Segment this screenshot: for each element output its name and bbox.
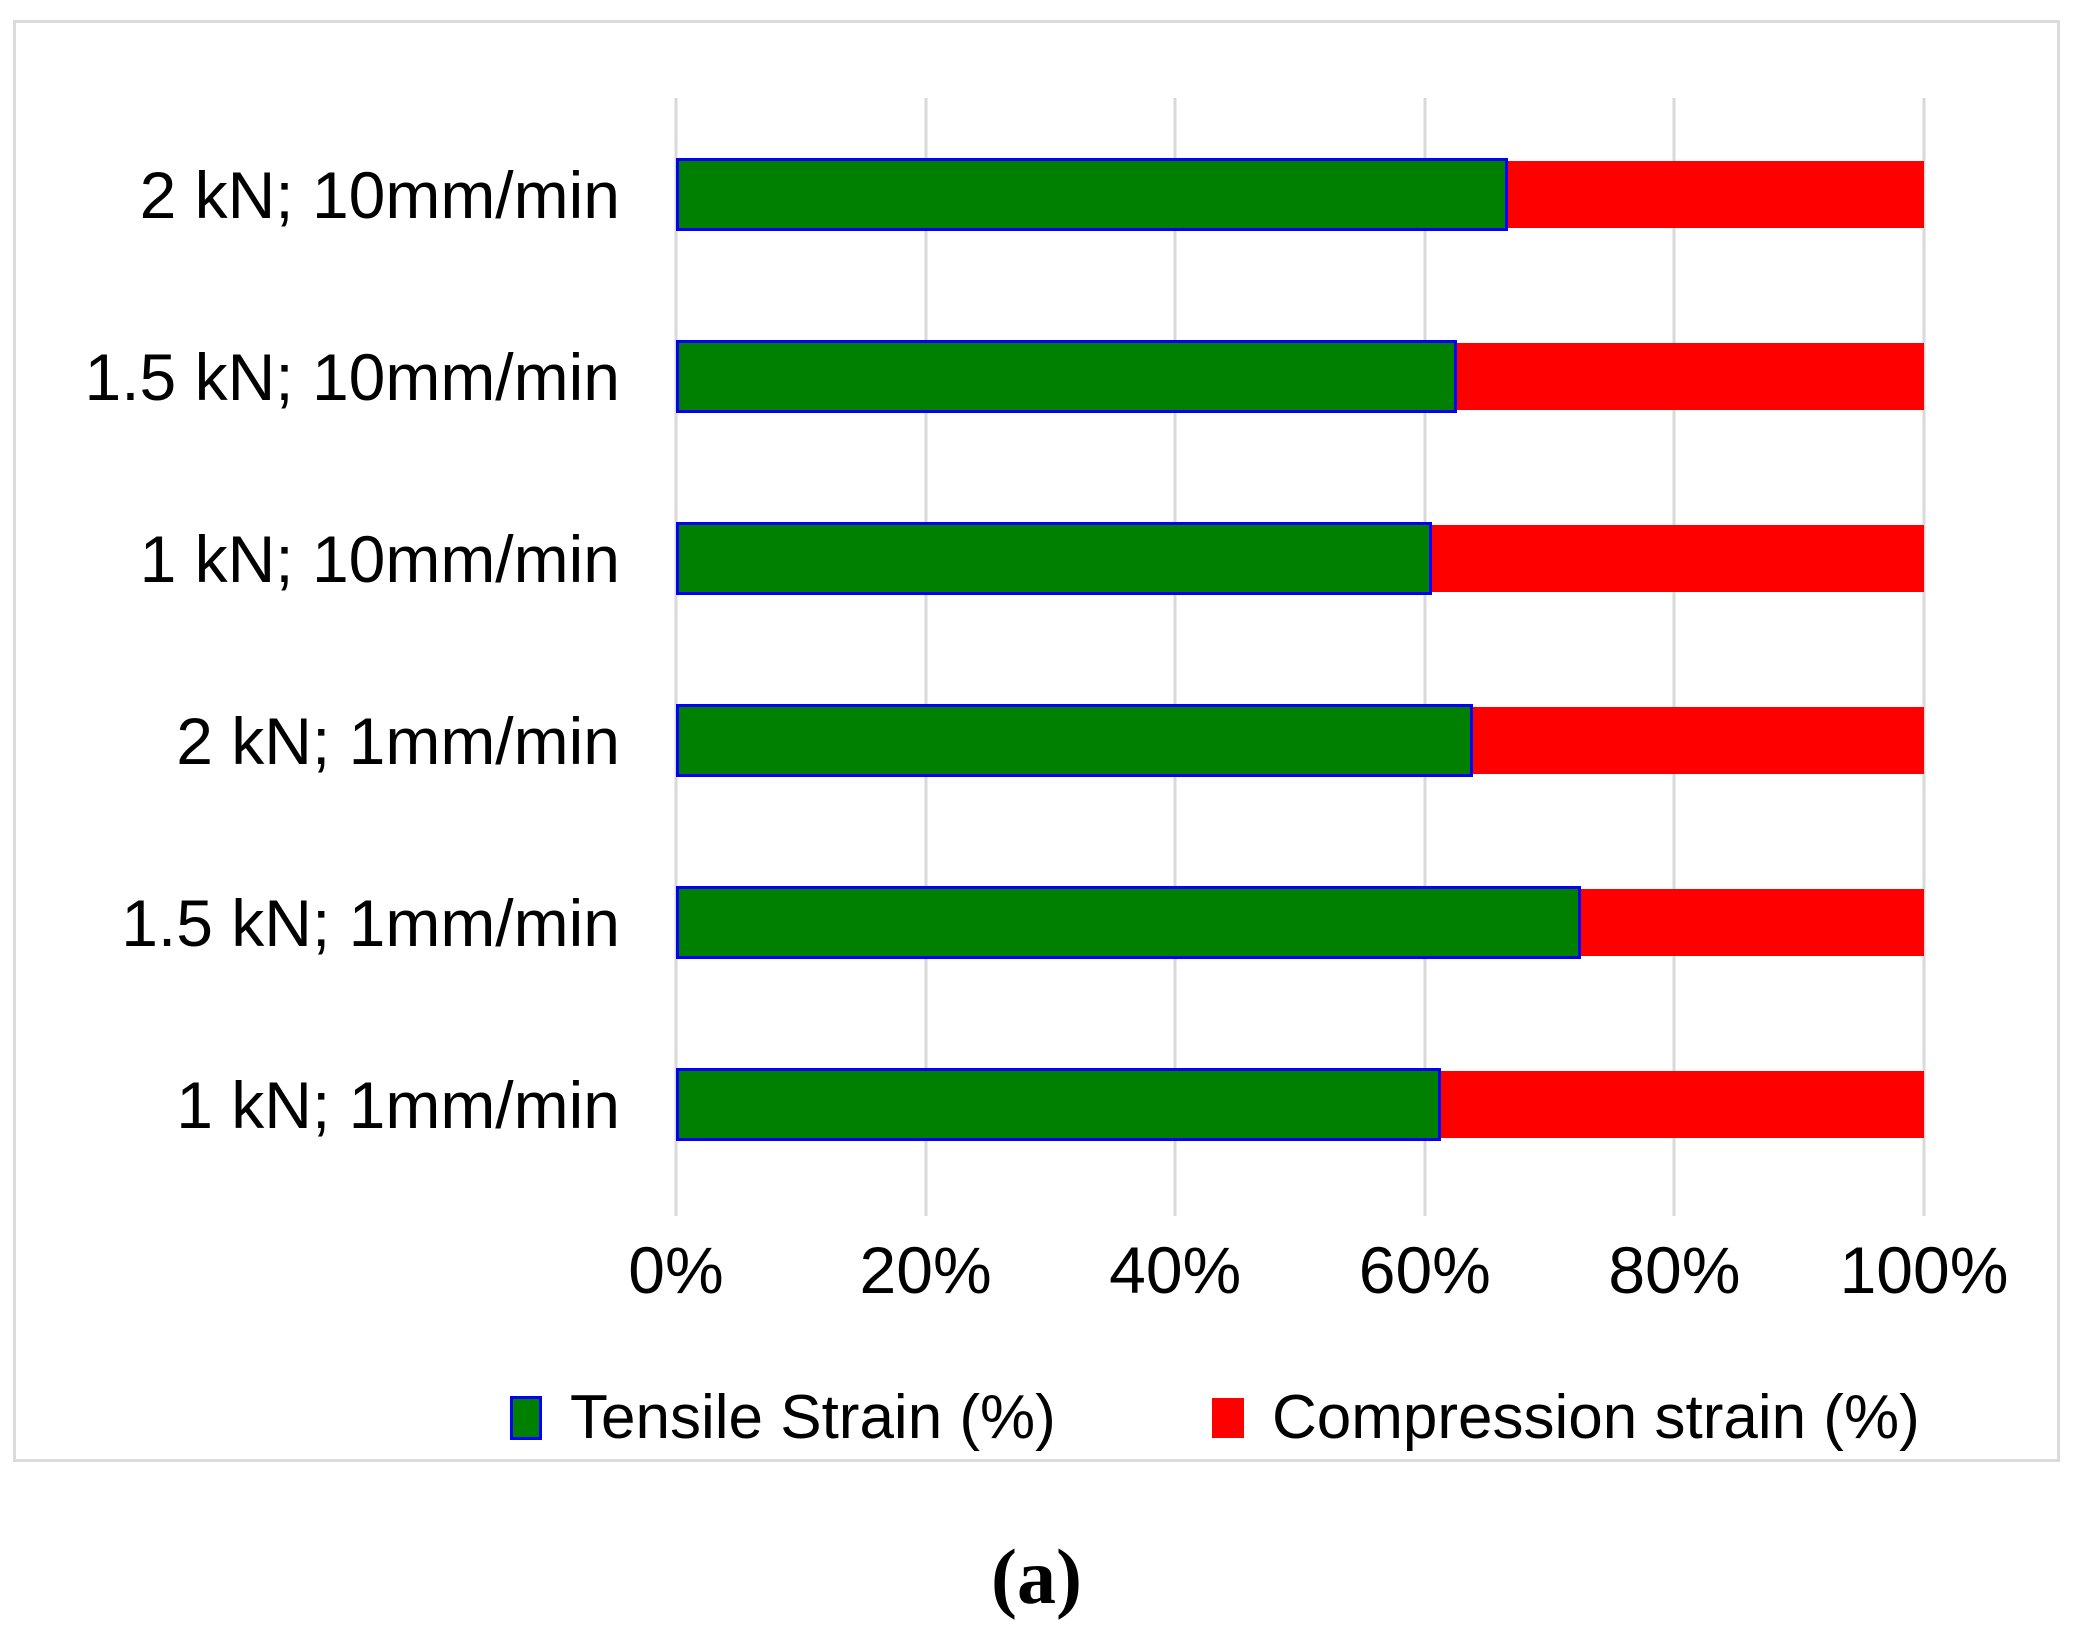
tensile-bar-segment — [676, 340, 1458, 413]
bar-row — [676, 704, 1924, 777]
bar-row — [676, 340, 1924, 413]
bar-row — [676, 1068, 1924, 1141]
gridline — [674, 98, 678, 1216]
compression-legend-swatch — [1212, 1398, 1244, 1438]
compression-bar-segment — [1508, 161, 1924, 228]
legend: Tensile Strain (%) Compression strain (%… — [510, 1387, 2010, 1449]
category-label: 1.5 kN; 1mm/min — [121, 885, 620, 960]
category-label: 2 kN; 10mm/min — [139, 157, 620, 232]
category-label: 1 kN; 10mm/min — [139, 521, 620, 596]
compression-bar-segment — [1432, 525, 1924, 592]
x-tick-label: 100% — [1839, 1233, 2009, 1307]
bar-row — [676, 886, 1924, 959]
compression-legend-label: Compression strain (%) — [1272, 1383, 1920, 1452]
compression-bar-segment — [1473, 707, 1924, 774]
bar-row — [676, 522, 1924, 595]
category-label: 2 kN; 1mm/min — [176, 703, 620, 778]
legend-item-tensile: Tensile Strain (%) — [510, 1387, 1056, 1449]
x-tick-label: 80% — [1608, 1233, 1741, 1307]
gridline — [1922, 98, 1926, 1216]
x-axis: 0% 20% 40% 60% 80% 100% — [628, 1233, 2008, 1327]
bar-row — [676, 158, 1924, 231]
x-tick-label: 60% — [1358, 1233, 1491, 1307]
gridline — [1173, 98, 1177, 1216]
category-labels: 2 kN; 10mm/min 1.5 kN; 10mm/min 1 kN; 10mm… — [16, 98, 648, 1216]
x-tick-label: 40% — [1109, 1233, 1242, 1307]
legend-item-compression: Compression strain (%) — [1212, 1387, 1920, 1449]
gridline — [1423, 98, 1427, 1216]
x-tick-label: 0% — [628, 1233, 724, 1307]
compression-bar-segment — [1580, 889, 1924, 956]
figure-caption: (a) — [991, 1533, 1082, 1620]
plot-area — [674, 98, 1926, 1216]
tensile-legend-swatch — [510, 1396, 542, 1440]
category-label: 1.5 kN; 10mm/min — [84, 339, 620, 414]
tensile-bar-segment — [676, 704, 1474, 777]
x-tick-label: 20% — [859, 1233, 992, 1307]
gridline — [924, 98, 928, 1216]
compression-bar-segment — [1457, 343, 1924, 410]
tensile-bar-segment — [676, 886, 1581, 959]
chart-frame: 2 kN; 10mm/min 1.5 kN; 10mm/min 1 kN; 10mm… — [13, 20, 2060, 1462]
category-label: 1 kN; 1mm/min — [176, 1067, 620, 1142]
tensile-bar-segment — [676, 158, 1509, 231]
tensile-bar-segment — [676, 1068, 1442, 1141]
tensile-bar-segment — [676, 522, 1433, 595]
compression-bar-segment — [1441, 1071, 1924, 1138]
gridline — [1672, 98, 1676, 1216]
tensile-legend-label: Tensile Strain (%) — [570, 1383, 1056, 1452]
